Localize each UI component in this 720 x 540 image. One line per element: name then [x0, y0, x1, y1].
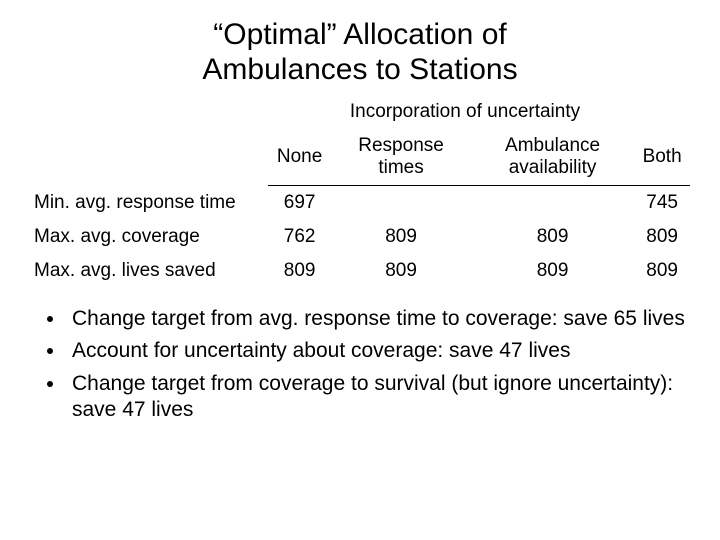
title-line-1: “Optimal” Allocation of	[213, 18, 506, 51]
table-row: Min. avg. response time 697 745	[30, 186, 690, 221]
bullet-item: Account for uncertainty about coverage: …	[66, 338, 690, 364]
cell: 762	[268, 220, 331, 254]
col-none: None	[268, 129, 331, 186]
table-row: Max. avg. coverage 762 809 809 809	[30, 220, 690, 254]
cell: 745	[634, 186, 690, 221]
col-response: Response times	[331, 129, 471, 186]
table-caption: Incorporation of uncertainty	[30, 101, 690, 123]
cell: 809	[331, 254, 471, 288]
col-both: Both	[634, 129, 690, 186]
row-label: Max. avg. lives saved	[30, 254, 268, 288]
col-availability: Ambulance availability	[471, 129, 634, 186]
title-line-2: Ambulances to Stations	[202, 53, 517, 86]
bullet-item: Change target from avg. response time to…	[66, 306, 690, 332]
bullet-list: Change target from avg. response time to…	[30, 306, 690, 423]
cell	[331, 186, 471, 221]
table-row: Max. avg. lives saved 809 809 809 809	[30, 254, 690, 288]
results-table: None Response times Ambulance availabili…	[30, 129, 690, 288]
cell: 809	[634, 254, 690, 288]
results-table-wrap: Incorporation of uncertainty None Respon…	[30, 101, 690, 288]
cell	[471, 186, 634, 221]
bullet-item: Change target from coverage to survival …	[66, 371, 690, 424]
row-label: Min. avg. response time	[30, 186, 268, 221]
cell: 809	[331, 220, 471, 254]
slide-title: “Optimal” Allocation of Ambulances to St…	[30, 18, 690, 87]
cell: 809	[268, 254, 331, 288]
header-blank	[30, 129, 268, 186]
row-label: Max. avg. coverage	[30, 220, 268, 254]
cell: 809	[634, 220, 690, 254]
cell: 809	[471, 254, 634, 288]
cell: 697	[268, 186, 331, 221]
table-header-row: None Response times Ambulance availabili…	[30, 129, 690, 186]
cell: 809	[471, 220, 634, 254]
